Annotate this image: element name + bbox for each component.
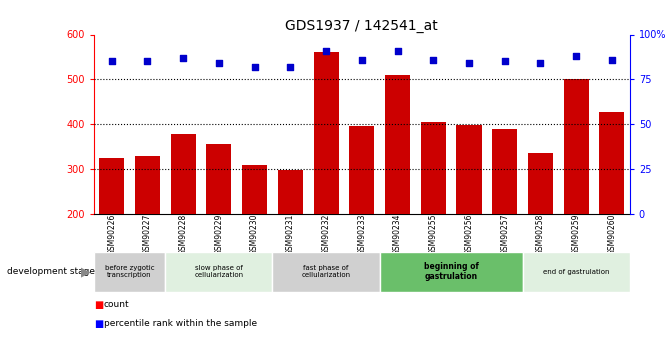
Bar [385, 75, 410, 304]
Point [107, 59, 117, 64]
Text: ■: ■ [94, 319, 103, 329]
Text: ■: ■ [94, 300, 103, 310]
Point [142, 59, 153, 64]
Text: GSM90227: GSM90227 [143, 214, 152, 255]
Text: fast phase of
cellularization: fast phase of cellularization [302, 265, 350, 278]
Bar [206, 144, 231, 304]
Text: GSM90255: GSM90255 [429, 214, 438, 255]
Point [428, 57, 439, 62]
Point [392, 48, 403, 53]
Bar [421, 122, 446, 304]
Bar [380, 252, 523, 292]
Text: count: count [104, 300, 129, 309]
Text: development stage: development stage [7, 267, 94, 276]
Text: GSM90226: GSM90226 [107, 214, 116, 255]
Text: GSM90228: GSM90228 [179, 214, 188, 255]
Text: end of gastrulation: end of gastrulation [543, 269, 610, 275]
Title: GDS1937 / 142541_at: GDS1937 / 142541_at [285, 19, 438, 33]
Text: beginning of
gastrulation: beginning of gastrulation [423, 262, 478, 282]
Text: GSM90260: GSM90260 [608, 214, 616, 255]
Bar [600, 112, 624, 304]
Point [321, 48, 332, 53]
Point [178, 55, 188, 61]
Text: GSM90257: GSM90257 [500, 214, 509, 255]
Text: GSM90256: GSM90256 [464, 214, 474, 255]
Bar [492, 129, 517, 304]
Bar [349, 126, 375, 304]
Point [249, 64, 260, 70]
Point [214, 60, 224, 66]
Bar [528, 153, 553, 304]
Point [535, 60, 546, 66]
Bar [523, 252, 630, 292]
Bar [99, 158, 124, 304]
Point [571, 53, 582, 59]
Bar [165, 252, 273, 292]
Bar [278, 170, 303, 304]
Text: ▶: ▶ [81, 265, 90, 278]
Point [499, 59, 510, 64]
Point [606, 57, 617, 62]
Bar [135, 156, 160, 304]
Text: GSM90232: GSM90232 [322, 214, 330, 255]
Text: GSM90229: GSM90229 [214, 214, 223, 255]
Bar [273, 252, 380, 292]
Text: GSM90259: GSM90259 [572, 214, 581, 255]
Text: GSM90231: GSM90231 [286, 214, 295, 255]
Bar [242, 165, 267, 304]
Text: before zygotic
transcription: before zygotic transcription [105, 265, 154, 278]
Bar [171, 134, 196, 304]
Point [464, 60, 474, 66]
Bar [456, 125, 482, 304]
Bar [563, 79, 589, 304]
Text: GSM90234: GSM90234 [393, 214, 402, 255]
Bar [314, 52, 338, 304]
Point [356, 57, 367, 62]
Point [285, 64, 295, 70]
Text: percentile rank within the sample: percentile rank within the sample [104, 319, 257, 328]
Bar [94, 252, 165, 292]
Text: GSM90233: GSM90233 [357, 214, 366, 255]
Text: slow phase of
cellularization: slow phase of cellularization [194, 265, 243, 278]
Text: GSM90258: GSM90258 [536, 214, 545, 255]
Text: GSM90230: GSM90230 [250, 214, 259, 255]
